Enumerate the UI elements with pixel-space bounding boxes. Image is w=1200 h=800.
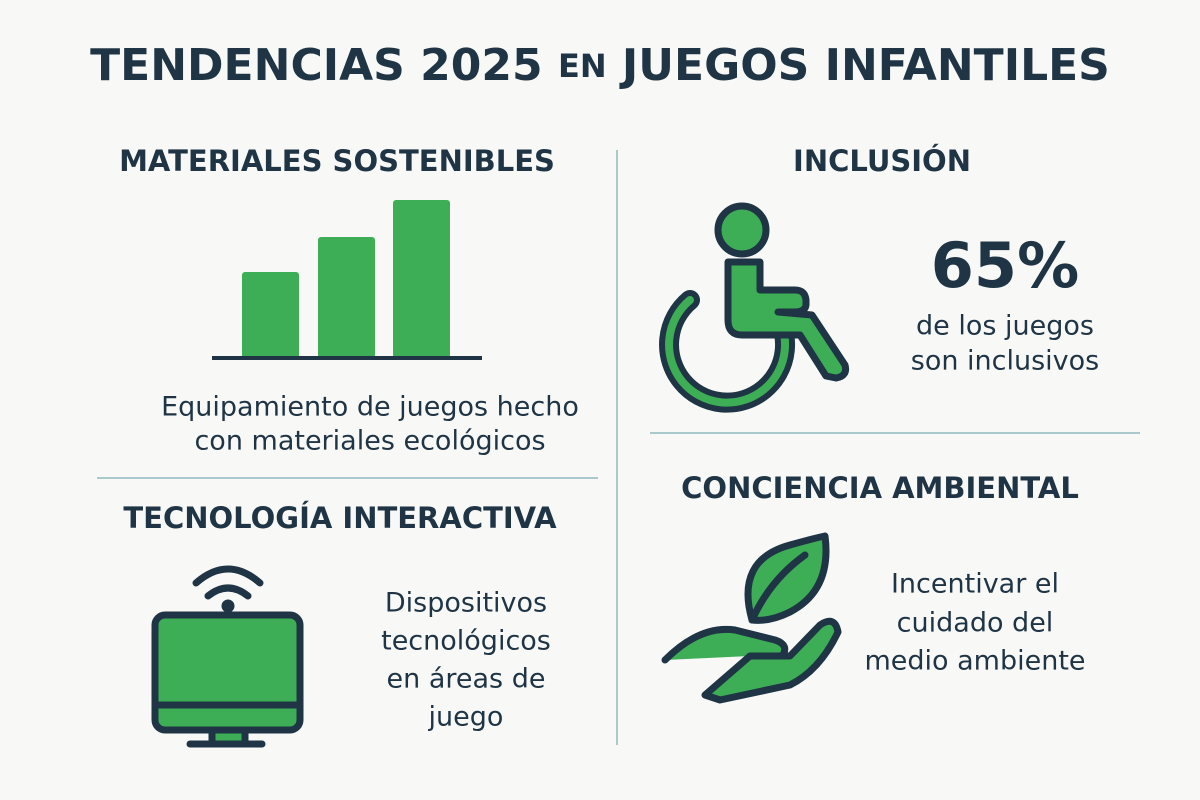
- section-text: Equipamiento de juegos hecho: [161, 392, 579, 423]
- section-text: tecnológicos: [381, 626, 551, 657]
- section-text: medio ambiente: [864, 646, 1085, 677]
- stat: 65%: [931, 229, 1079, 302]
- title-part: JUEGOS INFANTILES: [619, 40, 1110, 91]
- section-text: son inclusivos: [911, 346, 1100, 377]
- leaf-hand-icon: [661, 532, 842, 704]
- title: TENDENCIAS 2025 EN JUEGOS INFANTILES: [90, 40, 1110, 91]
- section-heading: CONCIENCIA AMBIENTAL: [681, 471, 1079, 505]
- section-text: con materiales ecológicos: [194, 426, 545, 457]
- section-text: Dispositivos: [385, 588, 547, 619]
- section-heading: INCLUSIÓN: [793, 144, 971, 178]
- section-text: de los juegos: [916, 311, 1094, 342]
- bar-icon: [212, 200, 482, 360]
- section-heading: TECNOLOGÍA INTERACTIVA: [123, 501, 557, 535]
- wheelchair-icon: [659, 202, 850, 413]
- monitor-icon: [151, 565, 304, 748]
- title-part: TENDENCIAS 2025: [90, 40, 542, 91]
- section-text: juego: [428, 702, 504, 733]
- section-text: en áreas de: [387, 664, 546, 695]
- section-text: cuidado del: [897, 608, 1054, 639]
- section-heading: MATERIALES SOSTENIBLES: [119, 144, 555, 178]
- title-part: EN: [558, 47, 607, 85]
- section-text: Incentivar el: [891, 569, 1059, 600]
